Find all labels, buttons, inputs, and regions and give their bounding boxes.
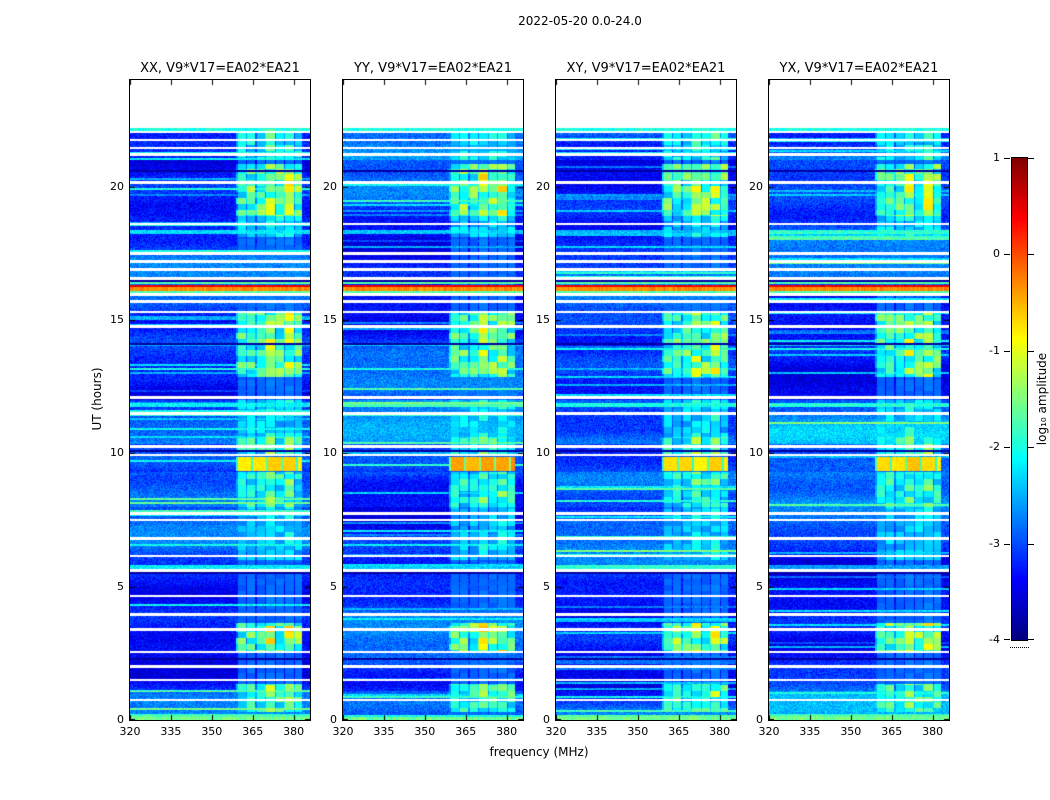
- x-tick-label: 365: [455, 725, 477, 738]
- x-tick-label: 380: [496, 725, 518, 738]
- colorbar-tick: [1028, 447, 1034, 449]
- y-tick-label: 15: [536, 313, 550, 326]
- spectrogram-xx: [129, 79, 311, 721]
- y-tick-label: 15: [110, 313, 124, 326]
- x-tick-label: 365: [881, 725, 903, 738]
- colorbar-tick-label: -4: [989, 633, 1000, 646]
- y-tick-label: 5: [117, 579, 124, 593]
- panel-title-xy: XY, V9*V17=EA02*EA21: [566, 61, 726, 76]
- colorbar-tick: [1004, 350, 1010, 352]
- colorbar-tick-label: 0: [993, 247, 1000, 261]
- x-tick-label: 365: [242, 725, 264, 738]
- x-tick-label: 320: [119, 725, 141, 738]
- x-tick-label: 380: [709, 725, 731, 738]
- colorbar-tick: [1028, 158, 1034, 159]
- colorbar-gradient: [1011, 157, 1028, 641]
- y-tick-label: 10: [110, 446, 124, 460]
- y-tick-label: 5: [756, 579, 763, 593]
- x-tick-label: 320: [758, 725, 780, 738]
- y-tick-label: 0: [330, 713, 337, 726]
- colorbar-tick: [1004, 543, 1010, 545]
- colorbar-label: log₁₀ amplitude: [1035, 352, 1049, 446]
- x-tick-label: 335: [586, 725, 608, 738]
- colorbar-tick: [1028, 254, 1034, 256]
- x-tick-label: 365: [668, 725, 690, 738]
- y-tick-label: 15: [323, 313, 337, 326]
- panel-title-yy: YY, V9*V17=EA02*EA21: [354, 61, 512, 76]
- x-tick-label: 350: [201, 725, 223, 738]
- x-tick-label: 320: [332, 725, 354, 738]
- y-tick-label: 0: [756, 713, 763, 726]
- y-tick-label: 15: [749, 313, 763, 326]
- y-tick-label: 20: [536, 179, 550, 193]
- x-axis-label: frequency (MHz): [489, 745, 589, 759]
- colorbar-tick: [1004, 639, 1010, 640]
- colorbar-tick-label: -2: [989, 440, 1000, 454]
- colorbar-tick: [1028, 543, 1034, 545]
- y-tick-label: 10: [323, 446, 337, 460]
- x-tick-label: 380: [283, 725, 305, 738]
- x-tick-label: 335: [160, 725, 182, 738]
- x-tick-label: 350: [840, 725, 862, 738]
- colorbar-tick-label: -1: [989, 343, 1000, 357]
- y-tick-label: 20: [323, 179, 337, 193]
- colorbar-tick-label: -3: [989, 536, 1000, 550]
- colorbar-tick-label: 1: [993, 151, 1000, 164]
- colorbar-tick: [1004, 254, 1010, 256]
- y-tick-label: 5: [330, 579, 337, 593]
- colorbar-tick: [1004, 158, 1010, 159]
- x-tick-label: 335: [373, 725, 395, 738]
- y-tick-label: 10: [536, 446, 550, 460]
- colorbar-end-dashes: [1010, 647, 1029, 648]
- y-tick-label: 0: [117, 713, 124, 726]
- x-tick-label: 350: [627, 725, 649, 738]
- y-tick-label: 10: [749, 446, 763, 460]
- spectrogram-xy: [555, 79, 737, 721]
- spectrogram-yx: [768, 79, 950, 721]
- colorbar-tick: [1004, 447, 1010, 449]
- x-tick-label: 350: [414, 725, 436, 738]
- panel-title-yx: YX, V9*V17=EA02*EA21: [779, 61, 939, 76]
- x-tick-label: 335: [799, 725, 821, 738]
- y-tick-label: 0: [543, 713, 550, 726]
- figure-title: 2022-05-20 0.0-24.0: [518, 14, 642, 28]
- x-tick-label: 380: [922, 725, 944, 738]
- colorbar-tick: [1028, 350, 1034, 352]
- spectrogram-yy: [342, 79, 524, 721]
- y-tick-label: 20: [749, 179, 763, 193]
- panel-title-xx: XX, V9*V17=EA02*EA21: [140, 61, 300, 76]
- x-tick-label: 320: [545, 725, 567, 738]
- y-tick-label: 5: [543, 579, 550, 593]
- y-axis-label: UT (hours): [90, 367, 104, 431]
- y-tick-label: 20: [110, 179, 124, 193]
- colorbar-tick: [1028, 639, 1034, 640]
